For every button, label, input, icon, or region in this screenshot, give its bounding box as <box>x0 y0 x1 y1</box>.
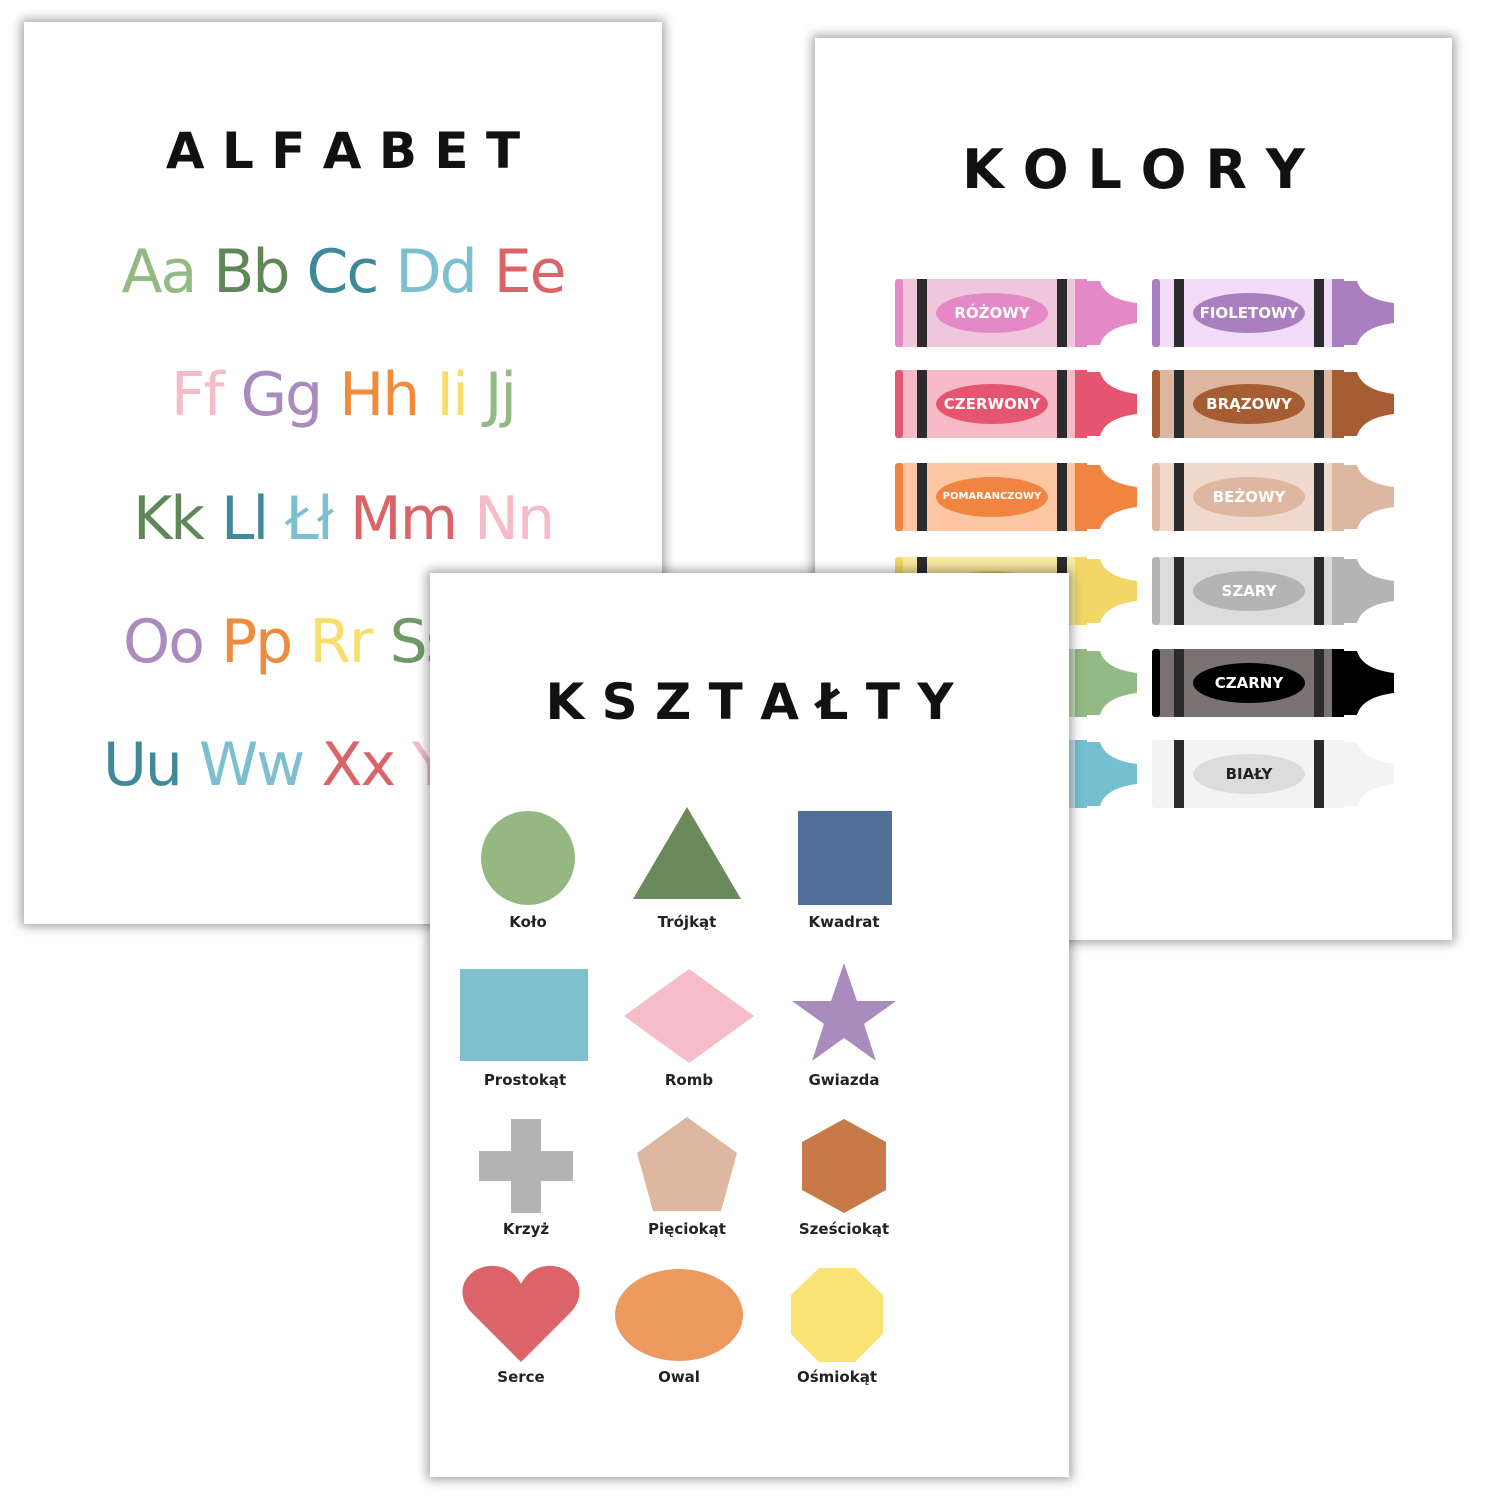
letter-pair: Kk <box>132 484 205 554</box>
crayon: FIOLETOWY <box>1152 279 1394 347</box>
circle-shape-icon <box>458 803 598 913</box>
crayon-icon <box>1152 463 1394 531</box>
pentagon-shape-icon <box>617 1111 757 1221</box>
letter-pair: Mm <box>349 484 458 554</box>
crayon-icon <box>1152 649 1394 717</box>
alphabet-row: Ff Gg Hh Ii Jj <box>24 360 662 430</box>
octagon-shape-icon <box>767 1260 907 1370</box>
letter-pair: Hh <box>339 360 420 430</box>
oval-shape-icon <box>609 1260 749 1370</box>
shape-label: Serce <box>497 1368 545 1386</box>
letter-pair: Nn <box>474 484 555 554</box>
shape-label: Trójkąt <box>657 913 717 931</box>
shape-label: Kwadrat <box>808 913 880 931</box>
letter-pair: Ww <box>198 730 305 800</box>
letter-pair: Łł <box>285 484 334 554</box>
heart-shape-icon <box>451 1260 591 1370</box>
rhombus-shape-icon <box>619 961 759 1071</box>
letter-pair: Ii <box>436 360 468 430</box>
ksztalty-poster: K S Z T A Ł T Y Koło Trójkąt Kwadrat Prosto… <box>430 573 1069 1477</box>
alphabet-row: Oo Pp Rr Ss <box>114 607 662 677</box>
shape-label: Krzyż <box>502 1220 550 1238</box>
shape-label: Prostokąt <box>483 1071 567 1089</box>
letter-pair: Ff <box>170 360 225 430</box>
letter-pair: Dd <box>395 237 477 307</box>
letter-pair: Bb <box>213 237 290 307</box>
kolory-title: K O L O R Y <box>962 138 1305 201</box>
ksztalty-title: K S Z T A Ł T Y <box>545 673 954 731</box>
crayon: SZARY <box>1152 557 1394 625</box>
crayon: CZERWONY <box>895 370 1137 438</box>
letter-pair: Gg <box>240 360 324 430</box>
letter-pair: Uu <box>103 730 183 800</box>
shape-label: Romb <box>664 1071 714 1089</box>
crayon-icon <box>1152 557 1394 625</box>
letter-pair: Aa <box>121 237 197 307</box>
crayon-label: CZARNY <box>1214 674 1284 692</box>
crayon-icon <box>1152 279 1394 347</box>
letter-pair: Rr <box>309 607 373 677</box>
letter-pair: Xx <box>321 730 396 800</box>
crayon-icon <box>895 370 1137 438</box>
shape-label: Gwiazda <box>808 1071 880 1089</box>
letter-pair: Pp <box>220 607 293 677</box>
rectangle-shape-icon <box>455 961 595 1071</box>
shape-label: Ośmiokąt <box>796 1368 878 1386</box>
star-shape-icon <box>774 961 914 1071</box>
crayon-label: BEŻOWY <box>1212 488 1286 506</box>
shape-label: Owal <box>658 1368 700 1386</box>
shape-label: Sześciokąt <box>798 1220 890 1238</box>
crayon: CZARNY <box>1152 649 1394 717</box>
letter-pair: Jj <box>484 360 517 430</box>
letter-pair: Ll <box>221 484 269 554</box>
square-shape-icon <box>774 803 914 913</box>
crayon-label: RÓŻOWY <box>954 304 1030 322</box>
crayon-label: FIOLETOWY <box>1199 304 1299 322</box>
crayon-label: BRĄZOWY <box>1206 395 1292 413</box>
alphabet-row: Aa Bb Cc Dd Ee <box>24 237 662 307</box>
alfabet-title: A L F A B E T <box>165 122 521 180</box>
crayon-label: CZERWONY <box>943 395 1041 413</box>
crayon-label: BIAŁY <box>1225 765 1273 783</box>
crayon: BRĄZOWY <box>1152 370 1394 438</box>
crayon: BEŻOWY <box>1152 463 1394 531</box>
crayon-icon <box>1152 740 1394 808</box>
alphabet-row: Kk Ll Łł Mm Nn <box>24 484 662 554</box>
crayon-icon <box>1152 370 1394 438</box>
letter-pair: Ee <box>493 237 567 307</box>
letter-pair: Cc <box>306 237 380 307</box>
crayon: POMARANCZOWY <box>895 463 1137 531</box>
crayon-label: SZARY <box>1221 582 1277 600</box>
crayon-icon <box>895 463 1137 531</box>
triangle-shape-icon <box>617 803 757 913</box>
shape-label: Koło <box>509 913 547 931</box>
crayon: RÓŻOWY <box>895 279 1137 347</box>
crayon-icon <box>895 279 1137 347</box>
cross-shape-icon <box>456 1111 596 1221</box>
hexagon-shape-icon <box>774 1111 914 1221</box>
letter-pair: Oo <box>123 607 205 677</box>
crayon-label: POMARANCZOWY <box>942 491 1042 502</box>
shape-label: Pięciokąt <box>648 1220 726 1238</box>
crayon: BIAŁY <box>1152 740 1394 808</box>
